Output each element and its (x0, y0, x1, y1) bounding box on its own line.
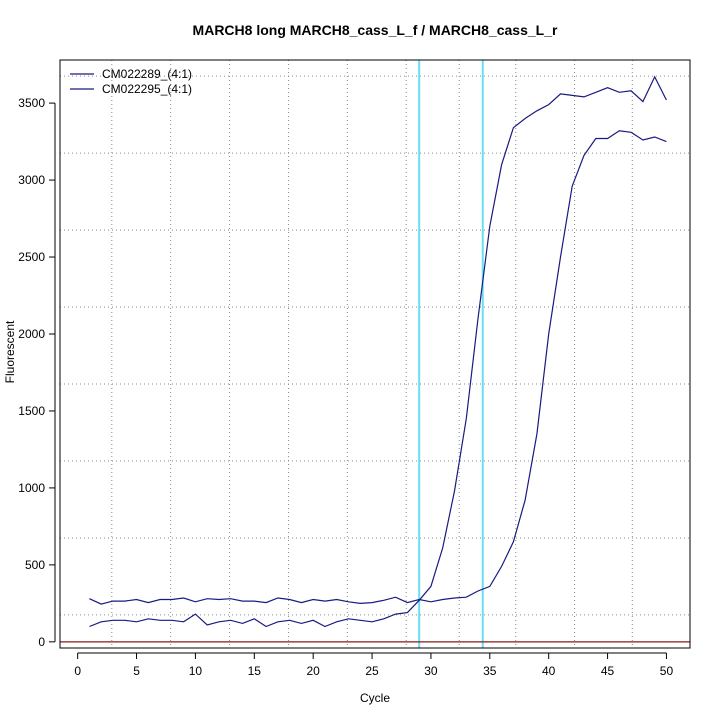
x-tick-label: 10 (189, 664, 203, 678)
x-tick-label: 30 (424, 664, 438, 678)
y-tick-label: 1500 (18, 404, 45, 418)
x-tick-label: 20 (306, 664, 320, 678)
x-axis-label: Cycle (360, 691, 390, 705)
y-tick-label: 1000 (18, 481, 45, 495)
x-tick-label: 25 (365, 664, 379, 678)
series-lines (89, 75, 667, 628)
y-tick-label: 500 (25, 558, 45, 572)
x-tick-label: 0 (74, 664, 81, 678)
legend-label-1: CM022289_(4:1) (102, 67, 192, 81)
x-axis: 0 5 10 15 20 25 30 35 40 45 50 (74, 652, 674, 678)
legend: CM022289_(4:1)CM022295_(4:1) (70, 67, 192, 96)
legend-label-2: CM022295_(4:1) (102, 82, 192, 96)
y-axis: 0 500 1000 1500 2000 2500 3000 3500 (18, 96, 56, 649)
y-tick-label: 2000 (18, 327, 45, 341)
y-tick-label: 0 (38, 635, 45, 649)
grid (60, 60, 690, 648)
x-tick-label: 45 (601, 664, 615, 678)
series-line-1 (89, 130, 667, 605)
x-tick-label: 35 (483, 664, 497, 678)
chart-title: MARCH8 long MARCH8_cass_L_f / MARCH8_cas… (193, 22, 558, 38)
y-axis-label: Fluorescent (3, 320, 17, 383)
x-tick-label: 5 (133, 664, 140, 678)
cycle-markers (418, 60, 484, 648)
plot-frame (59, 59, 691, 649)
y-tick-label: 3000 (18, 173, 45, 187)
x-tick-label: 50 (660, 664, 674, 678)
y-tick-label: 3500 (18, 96, 45, 110)
series-line-2 (89, 75, 667, 628)
x-tick-label: 40 (542, 664, 556, 678)
x-tick-label: 15 (248, 664, 262, 678)
y-tick-label: 2500 (18, 250, 45, 264)
